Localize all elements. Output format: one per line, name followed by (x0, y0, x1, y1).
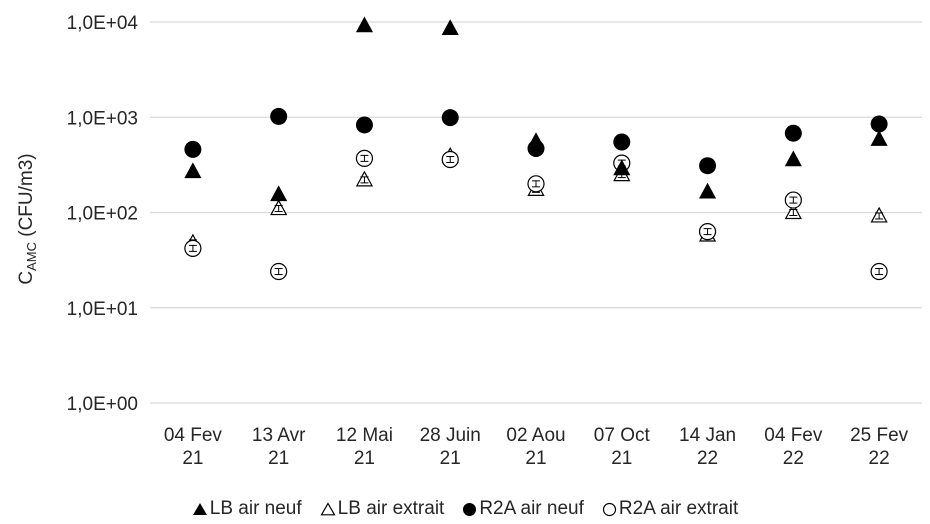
legend-label: LB air neuf (209, 498, 302, 519)
y-axis-label-rest: (CFU/m3) (16, 153, 37, 242)
legend-label: R2A air neuf (479, 498, 584, 519)
legend-item-lb-air-neuf: LB air neuf (192, 498, 302, 520)
data-point-lb-air-neuf (355, 16, 373, 33)
x-axis-ticks: 04 Fev 21 13 Avr 21 12 Mai 21 28 Juin 21 02 Aou 2… (164, 425, 909, 469)
data-point-lb-air-neuf (613, 159, 631, 176)
data-point-lb-air-neuf (184, 162, 202, 179)
data-point-r2a-air-neuf (441, 109, 459, 127)
y-axis-label-sub: AMC (24, 242, 39, 271)
open-triangle-icon (320, 502, 336, 516)
y-tick-label: 1,0E+00 (67, 394, 138, 415)
x-tick-label: 04 Fev 22 (764, 425, 823, 469)
legend-item-r2a-air-neuf: R2A air neuf (462, 498, 584, 520)
data-point-r2a-air-neuf (355, 116, 373, 134)
y-axis-label-main: C (16, 271, 37, 285)
data-points (184, 16, 888, 281)
legend-label: LB air extrait (337, 498, 445, 519)
y-axis-label: CAMC (CFU/m3) (16, 153, 39, 284)
x-tick-label: 04 Fev 21 (164, 425, 223, 469)
data-point-r2a-air-neuf (699, 157, 717, 175)
data-point-lb-air-neuf (870, 130, 888, 146)
y-tick-label: 1,0E+03 (67, 108, 138, 129)
y-tick-label: 1,0E+01 (67, 299, 138, 320)
data-point-lb-air-neuf (784, 150, 802, 167)
y-tick-label: 1,0E+02 (67, 204, 138, 225)
data-point-r2a-air-neuf (527, 139, 545, 157)
scatter-chart: 1,0E+00 1,0E+01 1,0E+02 1,0E+03 1,0E+04 04 F… (16, 13, 922, 469)
legend-item-lb-air-extrait: LB air extrait (320, 498, 445, 520)
grid-lines (150, 21, 922, 404)
filled-circle-icon (463, 502, 477, 516)
data-point-lb-air-neuf (441, 19, 459, 35)
data-point-r2a-air-neuf (184, 140, 202, 158)
y-tick-label: 1,0E+04 (67, 13, 139, 34)
legend-item-r2a-air-extrait: R2A air extrait (602, 498, 738, 520)
data-point-r2a-air-neuf (784, 124, 802, 142)
filled-triangle-icon (192, 503, 207, 515)
x-tick-label: 28 Juin 21 (420, 425, 481, 469)
open-circle-icon (602, 502, 617, 516)
x-tick-label: 12 Mai 21 (336, 425, 393, 469)
x-tick-label: 14 Jan 22 (679, 425, 736, 469)
data-point-lb-air-neuf (699, 182, 717, 199)
legend-label: R2A air extrait (618, 498, 739, 519)
x-tick-label: 07 Oct 21 (594, 425, 651, 469)
y-axis-ticks: 1,0E+00 1,0E+01 1,0E+02 1,0E+03 1,0E+04 (67, 13, 139, 415)
x-tick-label: 25 Fev 22 (850, 425, 909, 469)
data-point-r2a-air-neuf (613, 133, 631, 151)
data-point-r2a-air-neuf (870, 115, 888, 133)
x-tick-label: 13 Avr 21 (252, 425, 306, 469)
chart-legend: LB air neuf LB air extrait R2A air neuf … (0, 494, 930, 524)
data-point-lb-air-neuf (270, 185, 288, 202)
data-point-r2a-air-neuf (270, 107, 288, 125)
x-tick-label: 02 Aou 21 (506, 425, 565, 469)
